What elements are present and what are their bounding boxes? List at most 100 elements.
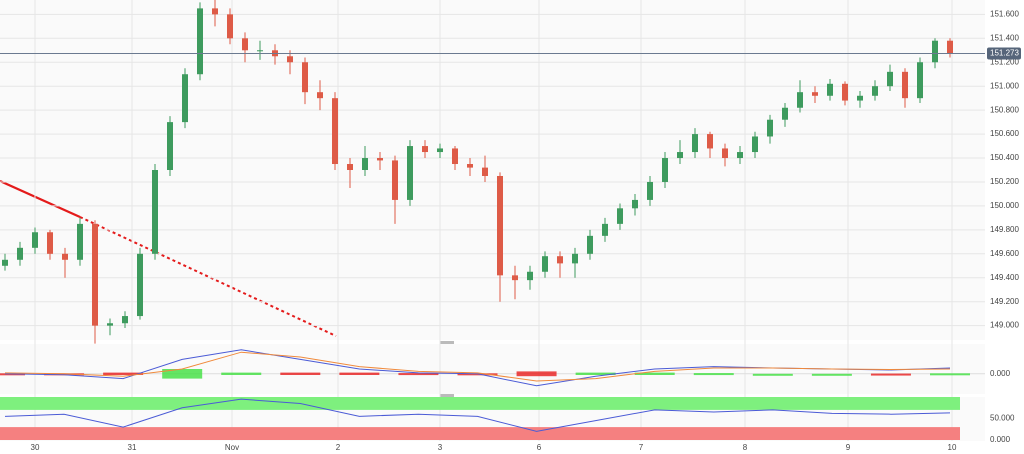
candle-body (887, 71, 893, 87)
y-tick-label: 149.400 (990, 273, 1019, 282)
candle-body (587, 235, 593, 254)
y-tick-label: 151.400 (990, 33, 1019, 42)
candle-body (47, 232, 53, 254)
candle-body (32, 232, 38, 248)
candle-body (497, 175, 503, 276)
x-tick-label: 9 (846, 443, 851, 452)
candle-body (392, 160, 398, 200)
y-tick-label: 151.000 (990, 81, 1019, 90)
x-tick-label: 10 (948, 443, 957, 452)
macd-histogram (339, 372, 380, 375)
candle-body (347, 164, 353, 170)
y-tick-label: 149.200 (990, 297, 1019, 306)
price-panel (0, 0, 985, 340)
candle-body (947, 40, 953, 54)
candle-body (917, 62, 923, 99)
candle-body (227, 14, 233, 39)
candle-body (512, 275, 518, 281)
candle-body (437, 148, 443, 153)
candle-body (167, 122, 173, 170)
signal-line (4, 351, 951, 382)
candle-body (452, 148, 458, 165)
macd-histogram (457, 373, 498, 376)
candle-body (527, 271, 533, 281)
candle-body (647, 181, 653, 200)
candle-body (662, 158, 668, 182)
macd-histogram (870, 373, 911, 376)
x-tick-label: 6 (537, 443, 542, 452)
macd-tick-label: 0.000 (990, 369, 1011, 378)
candle-body (332, 98, 338, 165)
x-tick-label: 7 (639, 443, 644, 452)
candle-body (557, 256, 563, 264)
y-tick-label: 150.600 (990, 129, 1019, 138)
candle-body (812, 92, 818, 96)
candle-body (632, 199, 638, 209)
y-tick-label: 151.600 (990, 9, 1019, 18)
candle-body (77, 223, 83, 260)
candle-body (797, 92, 803, 108)
x-tick-label: Nov (225, 443, 239, 452)
candle-body (122, 316, 128, 324)
candle-body (767, 119, 773, 137)
candle-body (377, 158, 383, 161)
candle-body (602, 223, 608, 236)
candle-body (287, 56, 293, 63)
candle-body (542, 256, 548, 272)
candle-body (902, 71, 908, 99)
candle-body (842, 83, 848, 101)
y-tick-label: 149.600 (990, 249, 1019, 258)
candle-body (92, 223, 98, 326)
macd-histogram (634, 372, 675, 375)
macd-histogram (221, 372, 262, 375)
candle-body (932, 40, 938, 63)
y-tick-label: 151.200 (990, 57, 1019, 66)
candle-body (482, 167, 488, 176)
overbought-band (0, 397, 960, 410)
macd-histogram (752, 373, 793, 376)
panel-handle[interactable] (440, 394, 454, 397)
macd-histogram (398, 373, 439, 376)
candle-body (137, 253, 143, 317)
candle-body (677, 152, 683, 159)
y-tick-label: 150.000 (990, 201, 1019, 210)
x-tick-label: 8 (743, 443, 748, 452)
oversold-band (0, 427, 960, 440)
candle-body (782, 107, 788, 120)
y-tick-label: 150.800 (990, 105, 1019, 114)
macd-histogram (162, 369, 203, 379)
y-tick-label: 149.000 (990, 321, 1019, 330)
candle-body (107, 323, 113, 326)
candle-body (317, 92, 323, 99)
candle-body (872, 86, 878, 96)
rsi-tick-label: 50.000 (990, 414, 1015, 423)
x-tick-label: 2 (336, 443, 341, 452)
candle-body (362, 158, 368, 170)
candle-body (302, 62, 308, 93)
candle-body (212, 8, 218, 15)
macd-histogram (811, 373, 852, 376)
candle-body (707, 134, 713, 149)
candle-body (692, 134, 698, 153)
trend-line-projection (79, 216, 337, 337)
panel-handle[interactable] (440, 341, 454, 344)
macd-histogram (103, 372, 144, 375)
candle-body (827, 83, 833, 96)
last-price-box (987, 47, 1021, 60)
y-tick-label: 149.800 (990, 225, 1019, 234)
x-tick-label: 30 (31, 443, 40, 452)
candle-body (242, 38, 248, 51)
candle-body (737, 152, 743, 159)
macd-histogram (280, 372, 321, 375)
trend-line (0, 179, 81, 219)
candle-body (182, 74, 188, 123)
y-tick-label: 150.200 (990, 177, 1019, 186)
candle-body (722, 148, 728, 159)
candle-body (407, 146, 413, 200)
candle-body (422, 146, 428, 153)
x-tick-label: 31 (128, 443, 137, 452)
y-tick-label: 150.400 (990, 153, 1019, 162)
macd-histogram (575, 372, 616, 375)
candle-body (467, 164, 473, 168)
last-price-label: 151.273 (990, 49, 1019, 58)
